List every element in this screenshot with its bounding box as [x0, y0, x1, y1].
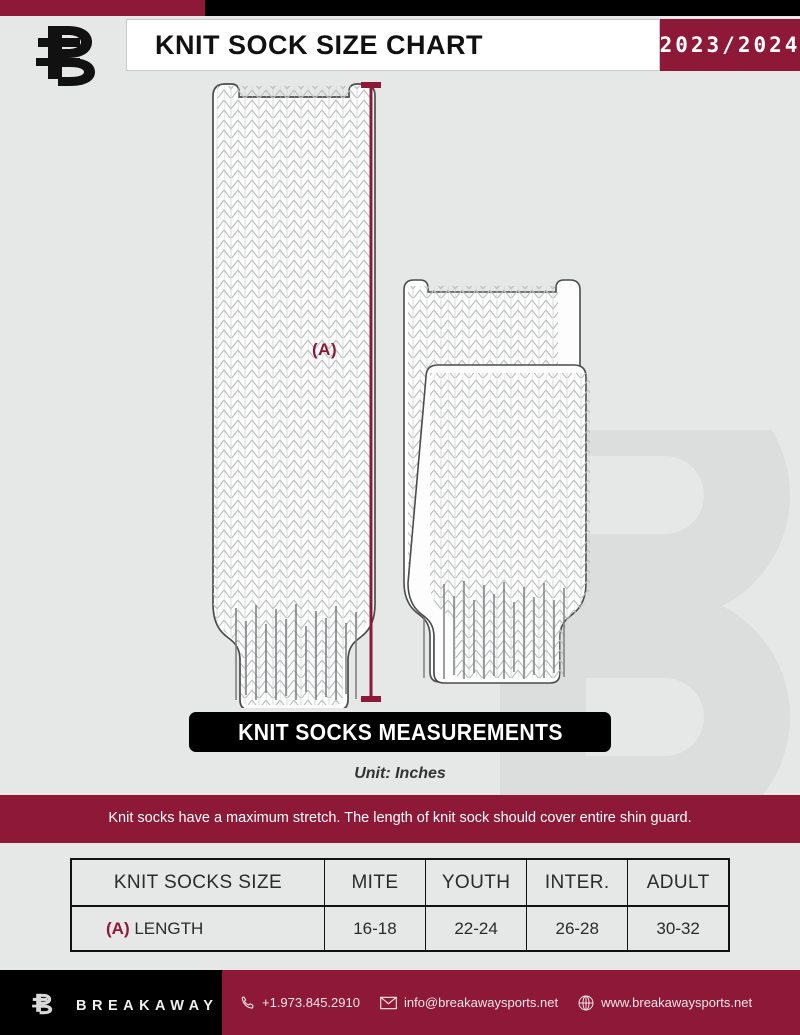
page-title-bar: KNIT SOCK SIZE CHART [126, 19, 660, 71]
envelope-icon [380, 996, 397, 1010]
page-footer: BREAKAWAY +1.973.845.2910 info@br [0, 970, 800, 1035]
sock-illustration [0, 78, 800, 711]
notice-banner: Knit socks have a maximum stretch. The l… [0, 795, 800, 843]
col-header-adult: ADULT [627, 858, 730, 907]
footer-contact-items: +1.973.845.2910 info@breakawaysports.net [240, 970, 752, 1035]
cell-length-youth: 22-24 [425, 905, 528, 952]
cell-length-inter: 26-28 [526, 905, 629, 952]
footer-brand-name: BREAKAWAY [76, 997, 219, 1014]
col-header-inter: INTER. [526, 858, 629, 907]
season-year-text: 2023/2024 [659, 33, 800, 57]
footer-website[interactable]: www.breakawaysports.net [578, 995, 752, 1011]
background-watermark-b [470, 430, 800, 860]
top-strip-maroon [0, 0, 205, 16]
cell-length-adult: 30-32 [627, 905, 730, 952]
footer-email[interactable]: info@breakawaysports.net [380, 995, 558, 1010]
table-row: (A) LENGTH 16-18 22-24 26-28 30-32 [70, 905, 730, 952]
footer-brand: BREAKAWAY [26, 987, 218, 1024]
globe-icon [578, 995, 594, 1011]
breakaway-b-logo-icon [18, 18, 118, 88]
footer-email-text: info@breakawaysports.net [403, 995, 559, 1010]
sock-small [407, 364, 590, 684]
col-header-youth: YOUTH [425, 858, 528, 907]
footer-right-block [222, 970, 800, 1035]
col-header-mite: MITE [323, 858, 427, 907]
size-table-wrapper: KNIT SOCKS SIZE MITE YOUTH INTER. ADULT … [70, 858, 730, 952]
footer-phone-text: +1.973.845.2910 [262, 995, 360, 1010]
measure-label-a: (A) [312, 340, 338, 359]
notice-text: Knit socks have a maximum stretch. The l… [108, 810, 692, 827]
table-header-row: KNIT SOCKS SIZE MITE YOUTH INTER. ADULT [70, 858, 730, 907]
unit-note: Unit: Inches [354, 765, 446, 782]
top-strip-black [0, 0, 800, 16]
size-table: KNIT SOCKS SIZE MITE YOUTH INTER. ADULT … [70, 858, 730, 952]
footer-phone[interactable]: +1.973.845.2910 [240, 995, 360, 1010]
season-year-badge: 2023/2024 [660, 19, 800, 71]
col-header-size: KNIT SOCKS SIZE [70, 858, 325, 907]
row-label-text: LENGTH [134, 918, 204, 938]
page-header: KNIT SOCK SIZE CHART 2023/2024 [0, 16, 800, 86]
row-label-prefix: (A) [106, 918, 130, 938]
footer-website-text: www.breakawaysports.net [601, 995, 753, 1010]
cell-length-mite: 16-18 [323, 905, 427, 952]
row-label-length: (A) LENGTH [70, 905, 325, 952]
phone-icon [240, 995, 255, 1010]
section-heading-pill: KNIT SOCKS MEASUREMENTS [189, 712, 611, 752]
length-dimension-line [361, 82, 381, 702]
section-heading-text: KNIT SOCKS MEASUREMENTS [237, 718, 563, 745]
sock-large [212, 83, 376, 711]
breakaway-b-logo-icon [26, 987, 60, 1024]
page-title: KNIT SOCK SIZE CHART [155, 29, 484, 60]
